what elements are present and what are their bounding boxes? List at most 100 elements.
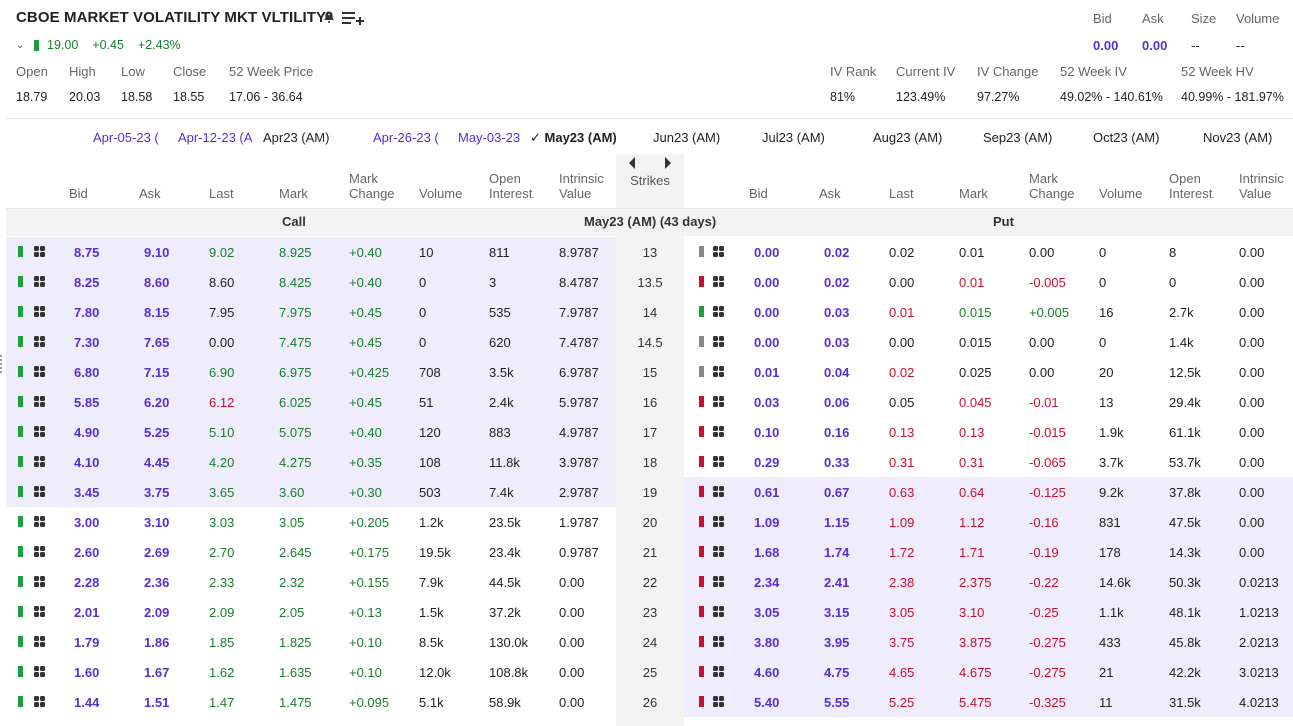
call-bid[interactable]: 2.28 [74, 575, 100, 590]
put-ask[interactable]: 2.41 [824, 575, 850, 590]
put-ask[interactable]: 0.33 [824, 455, 850, 470]
call-ask[interactable]: 7.15 [144, 365, 170, 380]
call-ask[interactable]: 7.65 [144, 335, 170, 350]
call-intrinsic-header[interactable]: Intrinsic Value [559, 171, 604, 201]
trade-grid-icon[interactable] [34, 366, 45, 377]
call-ask-header[interactable]: Ask [139, 186, 161, 201]
call-ask[interactable]: 2.36 [144, 575, 170, 590]
call-ask[interactable]: 8.15 [144, 305, 170, 320]
tab-expiry-sep23[interactable]: Sep23 (AM) [983, 130, 1053, 145]
tab-expiry-jul23[interactable]: Jul23 (AM) [762, 130, 825, 145]
call-ask[interactable]: 1.67 [144, 665, 170, 680]
put-bid[interactable]: 0.00 [754, 245, 780, 260]
strike-scroll-arrows[interactable] [626, 156, 674, 170]
call-bid[interactable]: 2.60 [74, 545, 100, 560]
call-last-header[interactable]: Last [209, 186, 234, 201]
put-ask[interactable]: 0.04 [824, 365, 850, 380]
put-ask[interactable]: 1.74 [824, 545, 850, 560]
tab-expiry-nov23[interactable]: Nov23 (AM) [1203, 130, 1273, 145]
trade-grid-icon[interactable] [34, 276, 45, 287]
call-volume-header[interactable]: Volume [419, 186, 463, 201]
call-bid[interactable]: 3.45 [74, 485, 100, 500]
trade-grid-icon[interactable] [713, 366, 724, 377]
put-bid[interactable]: 0.00 [754, 275, 780, 290]
put-bid[interactable]: 3.05 [754, 605, 780, 620]
put-bid[interactable]: 1.09 [754, 515, 780, 530]
tab-expiry-apr-05[interactable]: Apr-05-23 ( [93, 130, 159, 145]
put-ask[interactable]: 0.03 [824, 335, 850, 350]
trade-grid-icon[interactable] [34, 456, 45, 467]
call-bid[interactable]: 6.80 [74, 365, 100, 380]
call-ask[interactable]: 2.09 [144, 605, 170, 620]
add-to-watchlist-icon[interactable] [342, 10, 364, 26]
trade-grid-icon[interactable] [34, 426, 45, 437]
call-ask[interactable]: 6.20 [144, 395, 170, 410]
put-ask[interactable]: 5.55 [824, 695, 850, 710]
call-bid[interactable]: 5.85 [74, 395, 100, 410]
put-ask[interactable]: 0.03 [824, 305, 850, 320]
trade-grid-icon[interactable] [713, 276, 724, 287]
call-bid[interactable]: 2.01 [74, 605, 100, 620]
put-bid[interactable]: 0.00 [754, 335, 780, 350]
put-bid[interactable]: 0.10 [754, 425, 780, 440]
call-ask[interactable]: 5.25 [144, 425, 170, 440]
put-bid[interactable]: 0.61 [754, 485, 780, 500]
call-ask[interactable]: 8.60 [144, 275, 170, 290]
put-ask[interactable]: 3.15 [824, 605, 850, 620]
put-ask[interactable]: 1.15 [824, 515, 850, 530]
trade-grid-icon[interactable] [34, 486, 45, 497]
trade-grid-icon[interactable] [713, 696, 724, 707]
put-volume-header[interactable]: Volume [1099, 186, 1143, 201]
put-bid-header[interactable]: Bid [749, 186, 768, 201]
trade-grid-icon[interactable] [34, 576, 45, 587]
put-bid[interactable]: 0.29 [754, 455, 780, 470]
tab-expiry-jun23[interactable]: Jun23 (AM) [653, 130, 721, 145]
trade-grid-icon[interactable] [713, 516, 724, 527]
trade-grid-icon[interactable] [713, 666, 724, 677]
trade-grid-icon[interactable] [713, 396, 724, 407]
call-ask[interactable]: 4.45 [144, 455, 170, 470]
call-bid[interactable]: 8.75 [74, 245, 100, 260]
trade-grid-icon[interactable] [34, 306, 45, 317]
trade-grid-icon[interactable] [713, 636, 724, 647]
tab-expiry-oct23[interactable]: Oct23 (AM) [1093, 130, 1160, 145]
call-ask[interactable]: 1.86 [144, 635, 170, 650]
resize-handle[interactable] [0, 355, 3, 373]
put-ask[interactable]: 0.02 [824, 275, 850, 290]
call-mark-change-header[interactable]: Mark Change [349, 171, 395, 201]
trade-grid-icon[interactable] [34, 606, 45, 617]
put-ask[interactable]: 3.95 [824, 635, 850, 650]
call-bid-header[interactable]: Bid [69, 186, 88, 201]
call-bid[interactable]: 1.44 [74, 695, 100, 710]
tab-expiry-apr23[interactable]: Apr23 (AM) [263, 130, 330, 145]
trade-grid-icon[interactable] [34, 696, 45, 707]
trade-grid-icon[interactable] [34, 516, 45, 527]
trade-grid-icon[interactable] [34, 636, 45, 647]
tab-expiry-apr-26[interactable]: Apr-26-23 ( [373, 130, 439, 145]
call-bid[interactable]: 7.30 [74, 335, 100, 350]
put-last-header[interactable]: Last [889, 186, 914, 201]
tab-expiry-may23-active[interactable]: ✓ May23 (AM) [530, 130, 617, 146]
put-bid[interactable]: 2.34 [754, 575, 780, 590]
trade-grid-icon[interactable] [713, 426, 724, 437]
trade-grid-icon[interactable] [713, 336, 724, 347]
tab-expiry-may-03[interactable]: May-03-23 [458, 130, 521, 145]
put-bid[interactable]: 0.00 [754, 305, 780, 320]
call-ask[interactable]: 3.75 [144, 485, 170, 500]
trade-grid-icon[interactable] [34, 246, 45, 257]
put-ask[interactable]: 0.67 [824, 485, 850, 500]
trade-grid-icon[interactable] [713, 246, 724, 257]
tab-expiry-apr-12[interactable]: Apr-12-23 (A [178, 130, 252, 145]
call-ask[interactable]: 3.10 [144, 515, 170, 530]
call-bid[interactable]: 8.25 [74, 275, 100, 290]
call-bid[interactable]: 3.00 [74, 515, 100, 530]
call-bid[interactable]: 4.90 [74, 425, 100, 440]
alert-bell-icon[interactable] [322, 10, 336, 24]
put-ask-header[interactable]: Ask [819, 186, 841, 201]
trade-grid-icon[interactable] [713, 576, 724, 587]
call-oi-header[interactable]: Open Interest [489, 171, 532, 201]
trade-grid-icon[interactable] [34, 666, 45, 677]
tab-expiry-aug23[interactable]: Aug23 (AM) [873, 130, 943, 145]
put-ask[interactable]: 0.02 [824, 245, 850, 260]
trade-grid-icon[interactable] [713, 456, 724, 467]
